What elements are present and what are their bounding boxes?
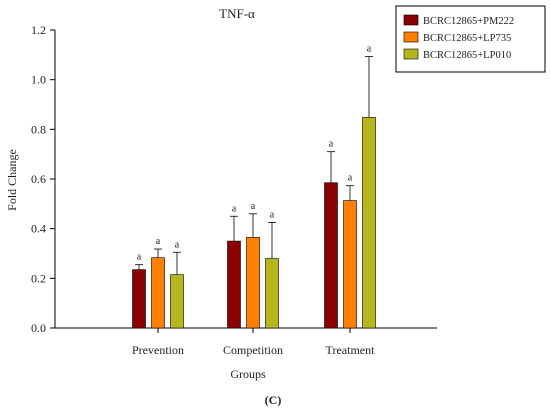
chart-title: TNF-α bbox=[219, 6, 255, 21]
y-tick-label: 0.0 bbox=[31, 321, 46, 335]
legend: BCRC12865+PM222 BCRC12865+LP735 BCRC12865+… bbox=[395, 5, 546, 73]
legend-box bbox=[395, 5, 546, 73]
y-axis-title: Fold Change bbox=[5, 149, 19, 211]
x-tick-label-prevention: Prevention bbox=[132, 343, 184, 357]
bar-treatment-series-2 bbox=[343, 200, 357, 329]
y-tick-label: 0.4 bbox=[31, 222, 46, 236]
x-axis-title: Groups bbox=[230, 367, 266, 381]
significance-label: a bbox=[137, 252, 142, 263]
x-tick-label-competition: Competition bbox=[223, 343, 283, 357]
significance-label: a bbox=[329, 139, 334, 150]
significance-label: a bbox=[270, 209, 275, 220]
y-tick-label: 0.8 bbox=[31, 122, 46, 136]
legend-swatch-3 bbox=[403, 48, 419, 60]
y-tick-label: 0.2 bbox=[31, 271, 46, 285]
bar-treatment-series-1 bbox=[324, 182, 338, 329]
significance-label: a bbox=[367, 44, 372, 55]
y-tick-label: 1.0 bbox=[31, 73, 46, 87]
y-tick-label: 0.6 bbox=[31, 172, 46, 186]
significance-label: a bbox=[232, 203, 237, 214]
bar-treatment-series-3 bbox=[362, 117, 376, 329]
bar-competition-series-1 bbox=[227, 240, 241, 329]
legend-swatch-2 bbox=[403, 31, 419, 43]
significance-label: a bbox=[175, 239, 180, 250]
bar-prevention-series-3 bbox=[170, 274, 184, 329]
significance-label: a bbox=[156, 236, 161, 247]
x-tick-label-treatment: Treatment bbox=[326, 343, 376, 357]
legend-label-3: BCRC12865+LP010 bbox=[423, 50, 511, 61]
significance-label: a bbox=[348, 173, 353, 184]
legend-swatch-1 bbox=[403, 14, 419, 26]
bar-prevention-series-1 bbox=[132, 269, 146, 329]
legend-label-1: BCRC12865+PM222 bbox=[423, 16, 514, 27]
bar-competition-series-3 bbox=[265, 258, 279, 329]
bar-competition-series-2 bbox=[246, 237, 260, 329]
y-tick-label: 1.2 bbox=[31, 23, 46, 37]
legend-label-2: BCRC12865+LP735 bbox=[423, 33, 511, 44]
significance-label: a bbox=[251, 201, 256, 212]
panel-label: (C) bbox=[265, 393, 282, 407]
bars-group: a a a a a a a a a bbox=[132, 44, 376, 329]
axes: 0.0 0.2 0.4 0.6 0.8 1.0 1.2 Prevention Competiti… bbox=[31, 23, 437, 357]
bar-prevention-series-2 bbox=[151, 257, 165, 329]
